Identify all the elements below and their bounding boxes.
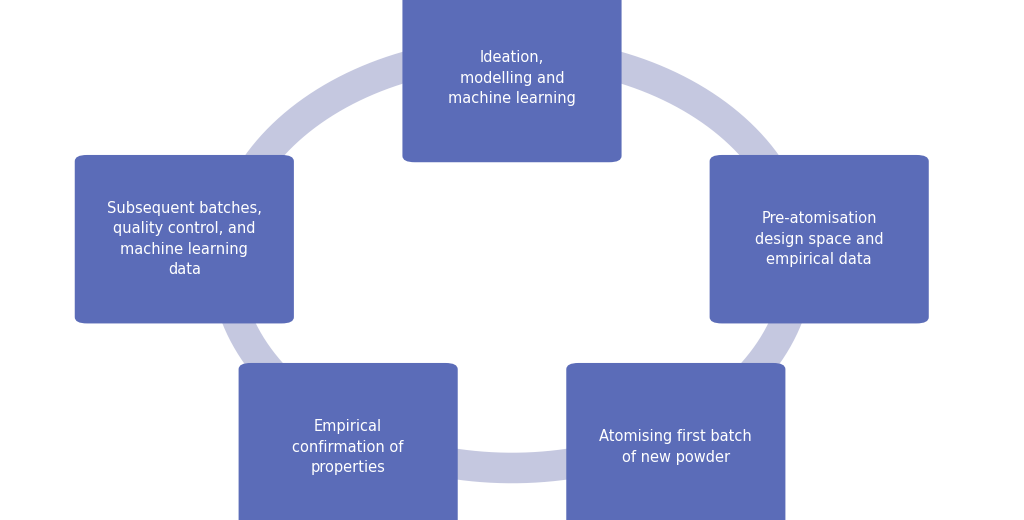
FancyBboxPatch shape <box>710 155 929 323</box>
FancyBboxPatch shape <box>566 363 785 520</box>
Text: Subsequent batches,
quality control, and
machine learning
data: Subsequent batches, quality control, and… <box>106 201 262 277</box>
Text: Ideation,
modelling and
machine learning: Ideation, modelling and machine learning <box>449 50 575 106</box>
FancyBboxPatch shape <box>402 0 622 162</box>
Text: Empirical
confirmation of
properties: Empirical confirmation of properties <box>293 419 403 475</box>
Text: Atomising first batch
of new powder: Atomising first batch of new powder <box>599 430 753 465</box>
FancyBboxPatch shape <box>239 363 458 520</box>
FancyBboxPatch shape <box>75 155 294 323</box>
Text: Pre-atomisation
design space and
empirical data: Pre-atomisation design space and empiric… <box>755 211 884 267</box>
